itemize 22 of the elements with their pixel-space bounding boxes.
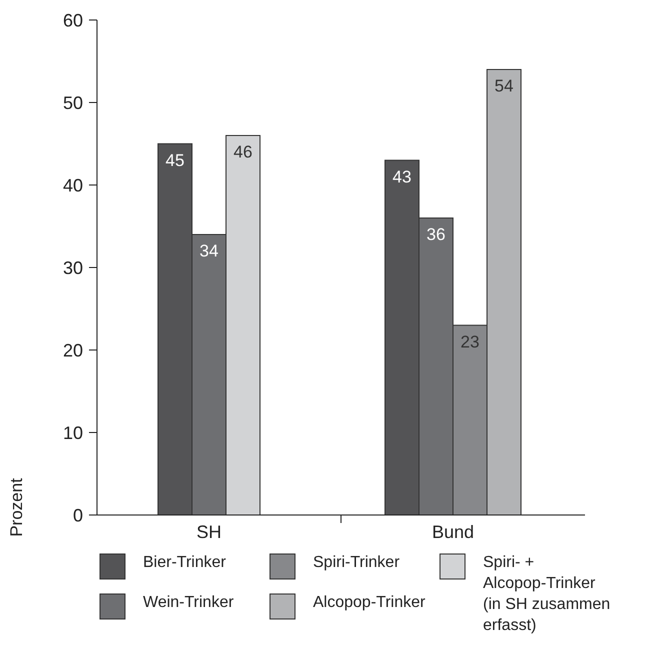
y-tick-label: 30 [62,258,83,278]
data-label: 46 [234,142,252,162]
legend-label: Wein-Trinker [143,594,234,611]
y-tick-label: 10 [62,422,83,443]
data-label: 34 [200,242,218,260]
legend-label: Alcopop-Trinker [313,594,426,611]
data-label: 54 [494,76,514,96]
y-tick-label: 60 [62,10,83,30]
y-axis-title: Prozent [7,478,26,537]
y-tick-label: 0 [72,505,83,526]
data-label: 43 [392,167,412,186]
legend-label: Spiri- + Alcopop-Trinker (in SH zusammen erfasst) [483,554,610,634]
x-tick-label: SH [196,522,222,542]
legend-label: Bier-Trinker [143,554,227,571]
y-tick-label: 50 [62,92,83,113]
legend-label: Spiri-Trinker [313,554,400,571]
y-tick-label: 20 [62,340,83,360]
y-tick-label: 40 [62,175,83,196]
x-tick-label: Bund [432,522,474,542]
data-label: 36 [426,225,446,244]
data-label: 45 [166,150,184,170]
data-label: 23 [460,332,480,352]
